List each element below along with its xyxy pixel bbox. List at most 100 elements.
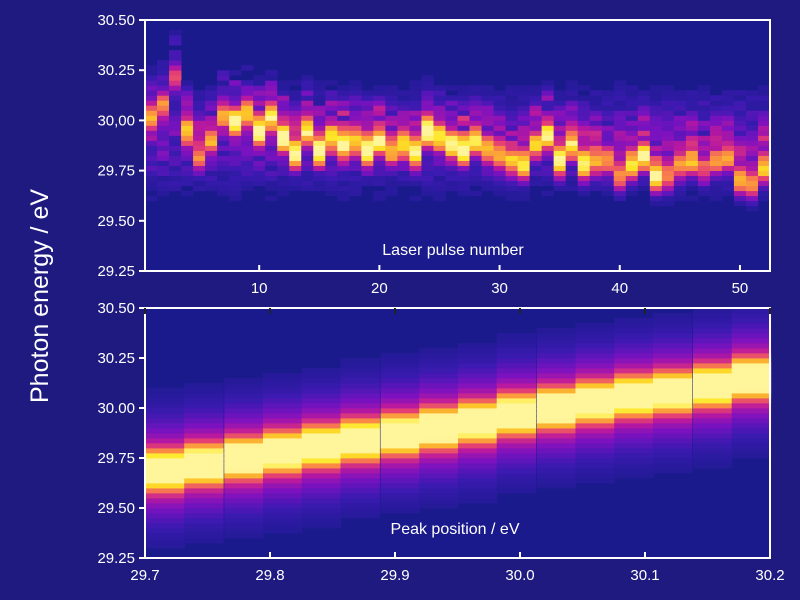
top-heatmap-cell <box>361 180 374 187</box>
top-heatmap-cell <box>625 190 639 197</box>
bottom-heatmap-cell <box>380 398 420 404</box>
top-heatmap-cell <box>745 125 759 131</box>
bottom-heatmap-cell <box>184 468 224 474</box>
bottom-heatmap-cell <box>536 428 577 434</box>
top-heatmap-cell <box>145 195 158 202</box>
top-heatmap-cell <box>289 155 302 161</box>
top-heatmap-cell <box>637 185 651 192</box>
top-heatmap-cell <box>421 95 434 101</box>
bottom-heatmap-cell <box>340 373 380 379</box>
bottom-heatmap-cell <box>340 423 380 429</box>
bottom-heatmap-cell <box>575 338 615 344</box>
top-heatmap-column <box>277 80 290 197</box>
top-heatmap-cell <box>169 110 182 116</box>
bottom-heatmap-cell <box>184 408 224 414</box>
top-heatmap-cell <box>325 165 338 171</box>
top-heatmap-cell <box>253 125 266 131</box>
top-heatmap-cell <box>445 125 458 131</box>
top-heatmap-cell <box>577 105 591 111</box>
bottom-heatmap-column <box>419 348 459 509</box>
top-heatmap-cell <box>373 175 386 182</box>
bottom-heatmap-cell <box>419 503 459 509</box>
bottom-heatmap-cell <box>380 438 420 444</box>
bottom-y-tick-label: 30.25 <box>97 350 135 367</box>
top-heatmap-cell <box>421 135 434 141</box>
bottom-heatmap-cell <box>301 508 342 514</box>
bottom-heatmap-cell <box>340 453 380 459</box>
top-heatmap-cell <box>241 125 254 131</box>
top-heatmap-cell <box>145 160 158 166</box>
bottom-heatmap-column <box>224 378 264 539</box>
top-heatmap-cell <box>337 130 350 136</box>
top-heatmap-cell <box>373 130 386 136</box>
top-heatmap-cell <box>661 85 675 91</box>
top-heatmap-cell <box>733 140 747 146</box>
bottom-heatmap-cell <box>575 323 615 329</box>
top-heatmap-cell <box>301 170 314 177</box>
bottom-heatmap-column <box>692 308 733 469</box>
bottom-heatmap-cell <box>536 368 577 374</box>
bottom-heatmap-column <box>184 383 224 544</box>
bottom-heatmap-cell <box>184 478 224 484</box>
top-heatmap-cell <box>613 135 627 141</box>
top-heatmap-cell <box>613 195 627 202</box>
top-heatmap-cell <box>181 190 194 197</box>
top-heatmap-cell <box>373 150 386 156</box>
top-heatmap-cell <box>289 160 302 166</box>
top-heatmap-cell <box>265 90 278 96</box>
top-heatmap-cell <box>193 150 206 156</box>
bottom-heatmap-cell <box>536 453 577 459</box>
top-heatmap-cell <box>457 145 470 151</box>
top-heatmap-cell <box>685 100 699 106</box>
top-heatmap-cell <box>505 115 518 121</box>
top-heatmap-cell <box>373 120 386 126</box>
bottom-heatmap-cell <box>145 453 185 459</box>
bottom-heatmap-cell <box>496 463 537 469</box>
top-heatmap-cell <box>601 150 615 156</box>
top-heatmap-cell <box>409 85 422 91</box>
bottom-heatmap-cell <box>731 373 772 379</box>
top-heatmap-cell <box>577 95 591 101</box>
top-heatmap-cell <box>457 165 470 171</box>
top-heatmap-cell <box>169 145 182 151</box>
top-heatmap-cell <box>385 150 398 156</box>
bottom-heatmap-cell <box>496 458 537 464</box>
bottom-heatmap-cell <box>419 428 459 434</box>
top-heatmap-cell <box>157 140 170 146</box>
top-heatmap-cell <box>169 150 182 156</box>
bottom-heatmap-cell <box>614 423 654 429</box>
top-heatmap-cell <box>577 180 591 187</box>
top-heatmap-cell <box>445 185 458 192</box>
top-heatmap-cell <box>649 190 663 197</box>
top-heatmap-cell <box>289 110 302 116</box>
top-heatmap-cell <box>661 160 675 166</box>
top-heatmap-cell <box>625 180 639 187</box>
bottom-heatmap-cell <box>145 478 185 484</box>
bottom-heatmap-cell <box>184 393 224 399</box>
bottom-heatmap-cell <box>496 428 537 434</box>
bottom-heatmap-cell <box>496 338 537 344</box>
top-heatmap-cell <box>457 115 470 121</box>
top-heatmap-cell <box>697 130 711 136</box>
top-heatmap-cell <box>157 130 170 136</box>
bottom-heatmap-cell <box>614 338 654 344</box>
bottom-heatmap-cell <box>536 358 577 364</box>
bottom-heatmap-cell <box>262 408 303 414</box>
top-heatmap-cell <box>709 190 723 197</box>
bottom-heatmap-cell <box>380 363 420 369</box>
bottom-heatmap-cell <box>184 443 224 449</box>
bottom-heatmap-cell <box>301 463 342 469</box>
top-heatmap-cell <box>661 150 675 156</box>
top-heatmap-cell <box>385 135 398 141</box>
top-heatmap-cell <box>205 135 218 141</box>
top-heatmap-cell <box>757 90 771 96</box>
bottom-heatmap-cell <box>692 353 733 359</box>
top-heatmap-cell <box>157 120 170 126</box>
top-heatmap-cell <box>373 180 386 187</box>
top-heatmap-cell <box>517 150 531 156</box>
bottom-heatmap-cell <box>301 378 342 384</box>
top-heatmap-cell <box>193 130 206 136</box>
top-heatmap-cell <box>613 85 627 91</box>
top-heatmap-cell <box>349 120 362 126</box>
